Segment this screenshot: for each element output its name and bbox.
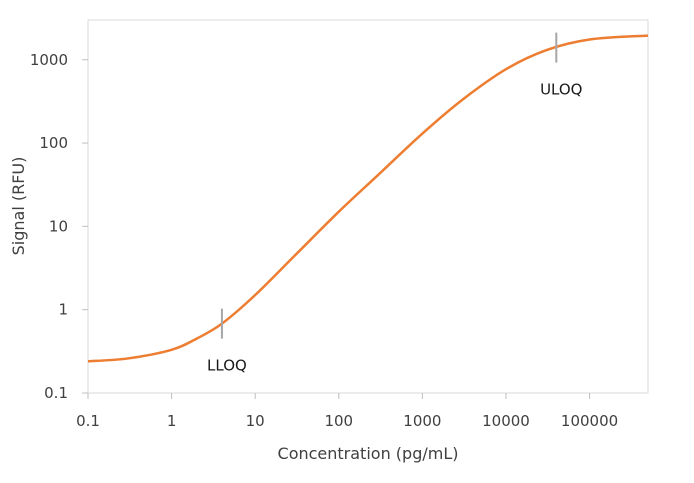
y-axis-title: Signal (RFU) (9, 157, 28, 256)
y-tick-label: 100 (39, 134, 68, 152)
x-tick-label: 1000 (403, 412, 441, 430)
annotation-label: LLOQ (207, 357, 247, 375)
plot-frame (87, 19, 649, 394)
x-tick-label: 10000 (482, 412, 530, 430)
y-tick-label: 10 (49, 217, 68, 235)
annotations: LLOQ ULOQ (207, 32, 583, 375)
x-tick-label: 1 (167, 412, 177, 430)
x-tick-label: 100 (324, 412, 353, 430)
x-axis-title: Concentration (pg/mL) (278, 444, 459, 463)
y-tick-label: 1000 (30, 51, 68, 69)
series-line (87, 34, 649, 363)
x-tick-label: 10 (246, 412, 265, 430)
x-tick-label: 0.1 (76, 412, 100, 430)
x-axis: 0.1 1 10 100 1000 10000 100000 (76, 393, 618, 430)
x-tick-label: 100000 (561, 412, 618, 430)
y-axis: 0.1 1 10 100 1000 (30, 51, 88, 402)
y-tick-label: 1 (58, 301, 68, 319)
y-tick-label: 0.1 (44, 384, 68, 402)
annotation-label: ULOQ (540, 81, 582, 99)
